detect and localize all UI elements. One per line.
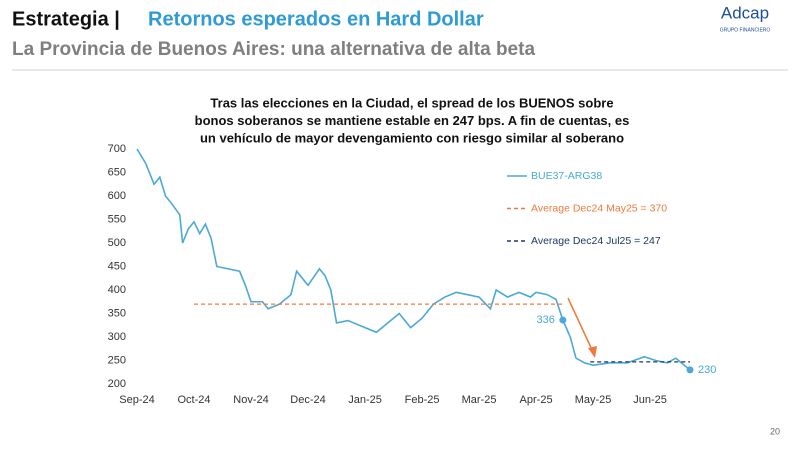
slide-title: Retornos esperados en Hard Dollar: [148, 8, 484, 30]
x-tick-label: Jun-25: [633, 394, 667, 406]
x-tick-label: Feb-25: [405, 394, 440, 406]
x-tick-label: Oct-24: [178, 394, 211, 406]
y-tick-label: 650: [108, 166, 126, 178]
slide-subtitle: La Provincia de Buenos Aires: una altern…: [12, 39, 535, 60]
x-tick-label: Dec-24: [290, 394, 325, 406]
chart-title: un vehículo de mayor devengamiento con r…: [200, 130, 624, 145]
chart-title: bonos soberanos se mantiene estable en 2…: [195, 113, 630, 128]
highlight-label: 230: [698, 364, 716, 376]
logo-sub: GRUPO FINANCIERO: [720, 27, 771, 33]
y-tick-label: 250: [108, 354, 126, 366]
y-tick-label: 400: [108, 284, 126, 296]
legend-label: BUE37-ARG38: [531, 170, 602, 182]
x-tick-label: Apr-25: [520, 394, 553, 406]
title-prefix: Estrategia |: [12, 8, 120, 30]
legend-label: Average Dec24 May25 = 370: [531, 202, 667, 214]
page-number: 20: [770, 426, 780, 436]
x-tick-label: Nov-24: [233, 394, 268, 406]
highlight-point: [559, 316, 567, 324]
x-tick-label: Sep-24: [119, 394, 154, 406]
x-tick-label: Jan-25: [348, 394, 382, 406]
series-line: [136, 148, 691, 371]
y-tick-label: 600: [108, 190, 126, 202]
chart-title: Tras las elecciones en la Ciudad, el spr…: [210, 95, 613, 110]
logo: Adcap: [721, 3, 769, 22]
y-tick-label: 500: [108, 237, 126, 249]
y-tick-label: 550: [108, 213, 126, 225]
highlight-label: 336: [537, 314, 555, 326]
y-tick-label: 200: [108, 378, 126, 390]
x-tick-label: May-25: [575, 394, 612, 406]
x-tick-label: Mar-25: [462, 394, 497, 406]
y-tick-label: 350: [108, 307, 126, 319]
arrow: [567, 297, 594, 353]
y-tick-label: 450: [108, 260, 126, 272]
legend-label: Average Dec24 Jul25 = 247: [531, 235, 661, 247]
y-tick-label: 700: [108, 143, 126, 155]
y-tick-label: 300: [108, 331, 126, 343]
highlight-point: [686, 366, 694, 374]
arrow-head: [588, 346, 597, 358]
